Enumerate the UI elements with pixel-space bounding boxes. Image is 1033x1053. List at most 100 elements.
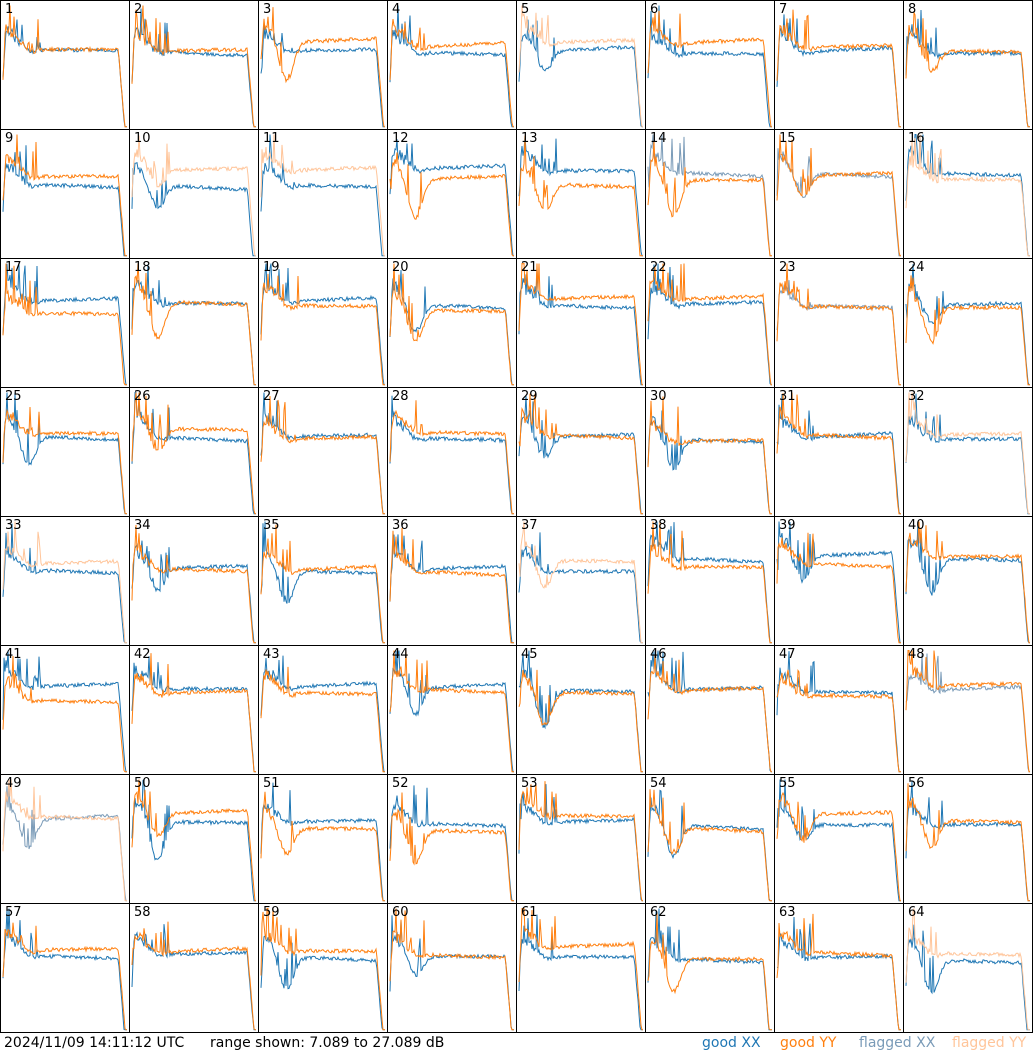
antenna-panel: 16 bbox=[903, 129, 1033, 259]
series-line-yy bbox=[905, 12, 1030, 128]
antenna-panel: 61 bbox=[516, 903, 646, 1033]
antenna-panel: 5 bbox=[516, 0, 646, 130]
panel-label: 48 bbox=[908, 647, 925, 662]
panel-label: 64 bbox=[908, 905, 925, 920]
series-line-yy bbox=[260, 134, 385, 257]
series-line-xx bbox=[905, 393, 1030, 515]
series-line-xx bbox=[260, 134, 385, 257]
panel-plot bbox=[2, 5, 127, 128]
series-line-xx bbox=[776, 148, 901, 257]
series-line-xx bbox=[131, 162, 256, 257]
panel-plot bbox=[905, 908, 1030, 1031]
series-line-yy bbox=[518, 781, 643, 902]
antenna-panel: 9 bbox=[0, 129, 130, 259]
panel-label: 53 bbox=[521, 776, 538, 791]
antenna-panel: 59 bbox=[258, 903, 388, 1033]
panel-plot bbox=[260, 392, 385, 515]
series-line-yy bbox=[389, 650, 514, 773]
series-line-yy bbox=[518, 5, 643, 128]
panel-label: 33 bbox=[5, 518, 22, 533]
antenna-panel: 29 bbox=[516, 387, 646, 517]
panel-plot bbox=[776, 263, 901, 386]
series-line-xx bbox=[518, 19, 643, 128]
series-line-yy bbox=[131, 653, 256, 773]
antenna-panel: 17 bbox=[0, 258, 130, 388]
series-line-yy bbox=[905, 908, 1030, 1031]
panel-label: 23 bbox=[779, 260, 796, 275]
panel-plot bbox=[776, 9, 901, 128]
panel-label: 28 bbox=[392, 389, 409, 404]
antenna-panel: 35 bbox=[258, 516, 388, 646]
panel-label: 27 bbox=[263, 389, 280, 404]
panel-label: 58 bbox=[134, 905, 151, 920]
antenna-panel: 55 bbox=[774, 774, 904, 904]
antenna-panel: 21 bbox=[516, 258, 646, 388]
antenna-panel: 23 bbox=[774, 258, 904, 388]
panel-plot bbox=[260, 521, 385, 644]
panel-plot bbox=[776, 521, 901, 644]
series-line-xx bbox=[260, 782, 385, 902]
series-line-xx bbox=[260, 263, 385, 386]
panel-label: 60 bbox=[392, 905, 409, 920]
series-line-yy bbox=[776, 9, 901, 128]
panel-plot bbox=[518, 5, 643, 128]
series-line-xx bbox=[518, 532, 643, 644]
panel-plot bbox=[260, 908, 385, 1031]
panel-plot bbox=[2, 263, 127, 386]
series-line-xx bbox=[518, 270, 643, 386]
series-line-xx bbox=[2, 19, 127, 128]
antenna-panel: 42 bbox=[129, 645, 259, 775]
antenna-panel: 3 bbox=[258, 0, 388, 130]
series-line-xx bbox=[518, 137, 643, 257]
series-line-xx bbox=[776, 280, 901, 386]
panel-label: 37 bbox=[521, 518, 538, 533]
antenna-panel: 44 bbox=[387, 645, 517, 775]
panel-label: 55 bbox=[779, 776, 796, 791]
panel-plot bbox=[389, 5, 514, 128]
antenna-panel: 19 bbox=[258, 258, 388, 388]
series-line-yy bbox=[518, 393, 643, 515]
series-line-yy bbox=[905, 783, 1030, 902]
panel-plot bbox=[131, 524, 256, 644]
legend-good-xx: good XX bbox=[702, 1035, 761, 1051]
series-line-yy bbox=[2, 922, 127, 1031]
panel-plot bbox=[905, 134, 1030, 257]
panel-label: 45 bbox=[521, 647, 538, 662]
antenna-panel: 43 bbox=[258, 645, 388, 775]
panel-plot bbox=[389, 395, 514, 515]
series-line-yy bbox=[260, 395, 385, 515]
series-line-xx bbox=[776, 14, 901, 128]
panel-plot bbox=[905, 9, 1030, 128]
panel-plot bbox=[2, 779, 127, 902]
antenna-panel: 49 bbox=[0, 774, 130, 904]
panel-plot bbox=[647, 650, 772, 773]
series-line-yy bbox=[260, 791, 385, 902]
panel-label: 16 bbox=[908, 131, 925, 146]
series-line-yy bbox=[131, 524, 256, 644]
antenna-panel: 6 bbox=[645, 0, 775, 130]
antenna-panel: 27 bbox=[258, 387, 388, 517]
panel-plot bbox=[518, 135, 643, 257]
series-line-xx bbox=[518, 914, 643, 1031]
legend-flagged-yy: flagged YY bbox=[952, 1035, 1027, 1051]
antenna-panel: 33 bbox=[0, 516, 130, 646]
series-line-xx bbox=[776, 394, 901, 515]
antenna-panel: 47 bbox=[774, 645, 904, 775]
antenna-panel: 57 bbox=[0, 903, 130, 1033]
series-line-xx bbox=[2, 650, 127, 773]
panel-label: 61 bbox=[521, 905, 538, 920]
series-line-yy bbox=[131, 263, 256, 386]
panel-label: 25 bbox=[5, 389, 22, 404]
panel-label: 62 bbox=[650, 905, 667, 920]
antenna-panel: 14 bbox=[645, 129, 775, 259]
series-line-yy bbox=[389, 400, 514, 515]
panel-label: 35 bbox=[263, 518, 280, 533]
panel-plot bbox=[518, 781, 643, 902]
panel-plot bbox=[389, 785, 514, 902]
panel-label: 30 bbox=[650, 389, 667, 404]
series-line-xx bbox=[131, 392, 256, 515]
series-line-xx bbox=[905, 134, 1030, 257]
panel-label: 19 bbox=[263, 260, 280, 275]
series-line-yy bbox=[776, 791, 901, 902]
series-line-xx bbox=[647, 410, 772, 515]
